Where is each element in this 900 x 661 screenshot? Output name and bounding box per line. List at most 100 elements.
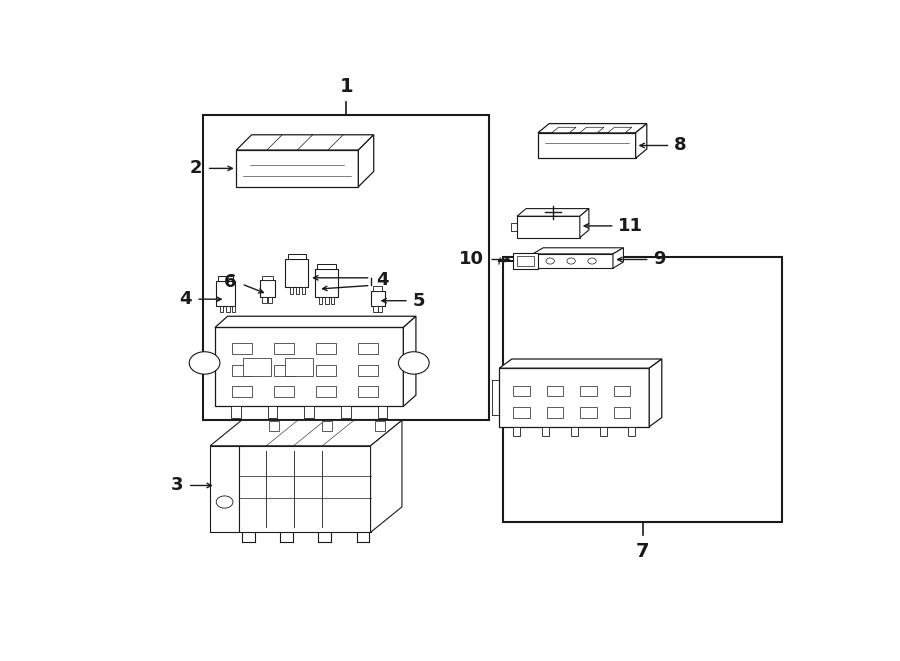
Bar	[274, 386, 293, 397]
Bar	[371, 291, 384, 306]
Bar	[268, 297, 272, 303]
Polygon shape	[237, 150, 358, 186]
Text: 7: 7	[635, 543, 650, 561]
Bar	[517, 256, 534, 266]
Text: 10: 10	[459, 251, 484, 268]
Polygon shape	[538, 133, 635, 158]
Bar	[232, 365, 252, 376]
Bar	[232, 386, 252, 397]
Polygon shape	[538, 124, 647, 133]
Bar	[614, 407, 630, 418]
Bar	[375, 421, 385, 430]
Text: 9: 9	[653, 251, 666, 268]
Bar	[628, 427, 635, 436]
Polygon shape	[517, 209, 589, 216]
Bar	[378, 407, 387, 418]
Bar	[260, 280, 275, 297]
Circle shape	[567, 258, 575, 264]
Text: 6: 6	[224, 273, 237, 291]
Polygon shape	[215, 316, 416, 327]
Bar	[274, 343, 293, 354]
Bar	[374, 306, 378, 312]
Bar	[513, 427, 520, 436]
Polygon shape	[635, 124, 647, 158]
Polygon shape	[403, 316, 416, 407]
Bar	[203, 115, 490, 420]
Bar	[232, 343, 252, 354]
Bar	[288, 254, 306, 259]
Bar	[315, 269, 338, 297]
Bar	[513, 386, 530, 396]
Bar	[290, 287, 293, 293]
Bar	[614, 386, 630, 396]
Text: 4: 4	[179, 290, 192, 308]
Bar	[325, 297, 328, 304]
Text: 4: 4	[376, 272, 389, 290]
Bar	[269, 421, 279, 430]
Bar	[599, 427, 607, 436]
Bar	[331, 297, 334, 304]
Polygon shape	[517, 216, 580, 237]
Text: 11: 11	[618, 217, 644, 235]
Bar	[513, 253, 538, 268]
Text: 3: 3	[171, 477, 184, 494]
Polygon shape	[533, 254, 613, 268]
Bar	[302, 287, 305, 293]
Bar	[231, 407, 241, 418]
Bar	[263, 297, 266, 303]
Bar	[274, 365, 293, 376]
Bar	[580, 407, 597, 418]
Bar	[378, 306, 382, 312]
Circle shape	[189, 352, 220, 374]
Bar	[322, 421, 332, 430]
Bar	[317, 264, 336, 269]
Polygon shape	[580, 128, 604, 133]
Bar	[267, 407, 277, 418]
Circle shape	[588, 258, 596, 264]
Bar	[296, 287, 300, 293]
Bar	[304, 407, 314, 418]
Polygon shape	[211, 420, 402, 446]
Bar	[262, 276, 273, 280]
Bar	[218, 276, 233, 282]
Polygon shape	[237, 135, 374, 150]
Bar	[243, 358, 271, 376]
Polygon shape	[613, 248, 624, 268]
Text: 2: 2	[189, 159, 202, 177]
Bar	[285, 259, 309, 287]
Text: 8: 8	[674, 136, 687, 155]
Bar	[216, 282, 235, 306]
Bar	[503, 257, 782, 522]
Bar	[580, 386, 597, 396]
Bar	[284, 358, 312, 376]
Circle shape	[399, 352, 429, 374]
Circle shape	[546, 258, 554, 264]
Polygon shape	[211, 446, 239, 532]
Bar	[358, 343, 378, 354]
Bar	[571, 427, 578, 436]
Polygon shape	[239, 446, 371, 532]
Polygon shape	[608, 128, 632, 133]
Polygon shape	[371, 420, 402, 532]
Polygon shape	[215, 327, 403, 407]
Text: 1: 1	[339, 77, 353, 96]
Polygon shape	[500, 359, 662, 368]
Bar	[542, 427, 549, 436]
Bar	[316, 386, 336, 397]
Bar	[232, 306, 235, 313]
Polygon shape	[580, 209, 589, 237]
Polygon shape	[649, 359, 662, 427]
Bar	[316, 365, 336, 376]
Text: 5: 5	[412, 292, 425, 310]
Polygon shape	[533, 248, 624, 254]
Bar	[319, 297, 322, 304]
Polygon shape	[358, 135, 374, 186]
Bar	[316, 343, 336, 354]
Bar	[358, 386, 378, 397]
Bar	[226, 306, 230, 313]
Polygon shape	[500, 368, 649, 427]
Bar	[220, 306, 223, 313]
Bar	[546, 386, 563, 396]
Circle shape	[216, 496, 233, 508]
Bar	[546, 407, 563, 418]
